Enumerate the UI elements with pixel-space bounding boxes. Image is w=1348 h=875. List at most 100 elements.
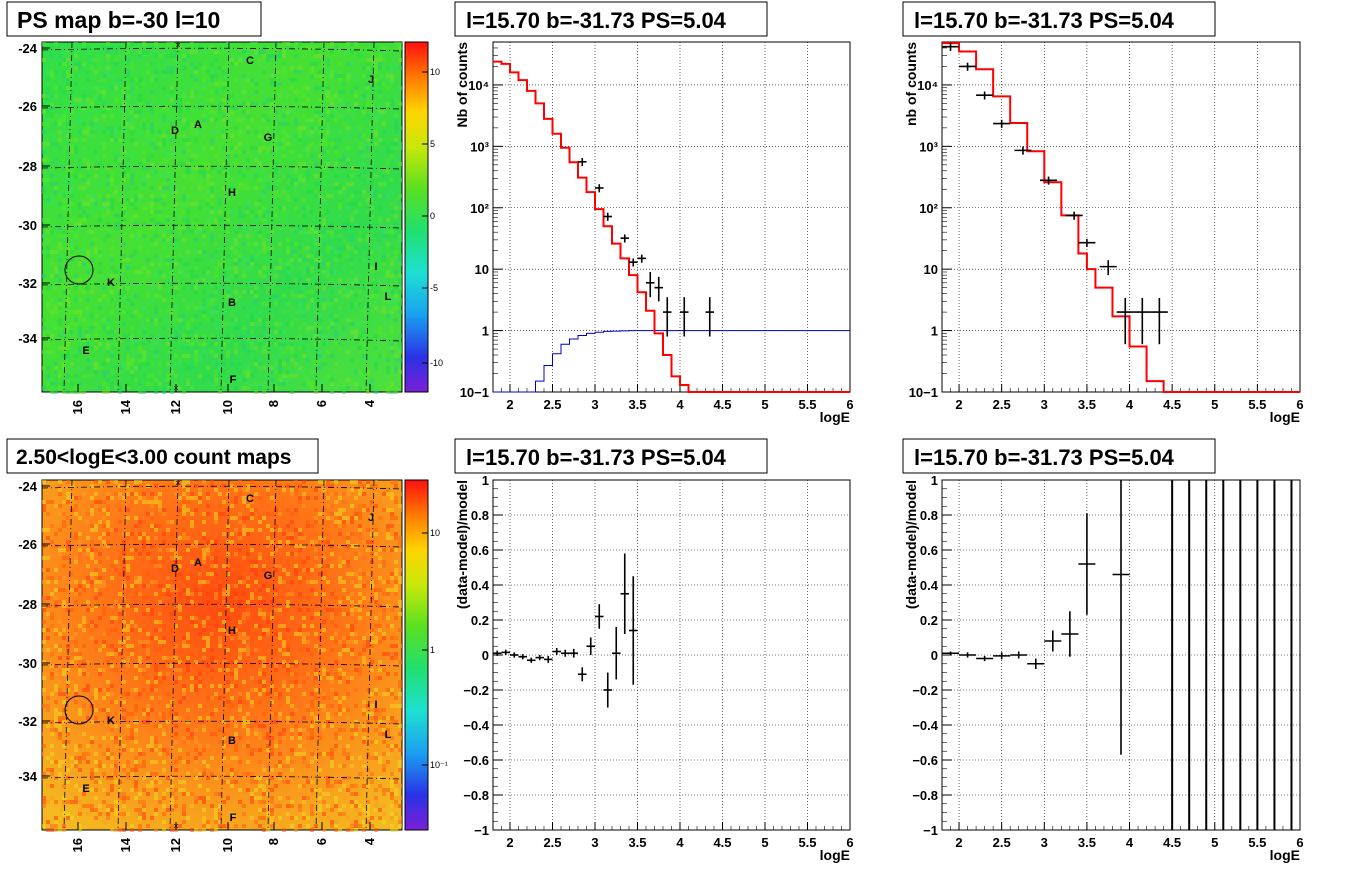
heatmap-cell — [346, 118, 350, 122]
heatmap-cell — [262, 584, 266, 588]
heatmap-cell — [210, 382, 214, 386]
heatmap-cell — [58, 214, 62, 218]
heatmap-cell — [250, 78, 254, 82]
heatmap-cell — [130, 628, 134, 632]
heatmap-cell — [86, 158, 90, 162]
heatmap-cell — [318, 130, 322, 134]
heatmap-cell — [158, 130, 162, 134]
heatmap-cell — [162, 768, 166, 772]
heatmap-cell — [254, 800, 258, 804]
heatmap-cell — [310, 130, 314, 134]
heatmap-cell — [134, 796, 138, 800]
heatmap-cell — [90, 134, 94, 138]
heatmap-cell — [378, 106, 382, 110]
heatmap-cell — [390, 214, 394, 218]
heatmap-cell — [178, 230, 182, 234]
heatmap-cell — [250, 354, 254, 358]
heatmap-cell — [362, 162, 366, 166]
heatmap-cell — [226, 492, 230, 496]
heatmap-cell — [270, 82, 274, 86]
heatmap-cell — [198, 672, 202, 676]
heatmap-cell — [186, 812, 190, 816]
heatmap-cell — [218, 792, 222, 796]
heatmap-cell — [150, 142, 154, 146]
heatmap-cell — [278, 50, 282, 54]
heatmap-cell — [302, 692, 306, 696]
heatmap-cell — [102, 130, 106, 134]
heatmap-cell — [310, 282, 314, 286]
heatmap-cell — [138, 824, 142, 828]
heatmap-cell — [378, 138, 382, 142]
heatmap-cell — [310, 62, 314, 66]
heatmap-cell — [162, 636, 166, 640]
heatmap-cell — [246, 772, 250, 776]
heatmap-cell — [98, 780, 102, 784]
heatmap-cell — [126, 604, 130, 608]
heatmap-cell — [138, 94, 142, 98]
heatmap-cell — [314, 190, 318, 194]
heatmap-cell — [218, 640, 222, 644]
heatmap-cell — [302, 314, 306, 318]
heatmap-cell — [86, 760, 90, 764]
heatmap-cell — [386, 102, 390, 106]
heatmap-cell — [194, 306, 198, 310]
heatmap-cell — [158, 210, 162, 214]
heatmap-cell — [82, 492, 86, 496]
heatmap-cell — [110, 246, 114, 250]
heatmap-cell — [50, 298, 54, 302]
heatmap-cell — [154, 294, 158, 298]
heatmap-cell — [262, 524, 266, 528]
heatmap-cell — [242, 632, 246, 636]
heatmap-cell — [202, 560, 206, 564]
heatmap-cell — [134, 170, 138, 174]
y-tick-label: -32 — [18, 276, 37, 291]
heatmap-cell — [314, 86, 318, 90]
heatmap-cell — [86, 254, 90, 258]
heatmap-cell — [82, 250, 86, 254]
heatmap-cell — [230, 266, 234, 270]
heatmap-cell — [198, 552, 202, 556]
heatmap-cell — [202, 628, 206, 632]
heatmap-cell — [294, 42, 298, 46]
heatmap-cell — [66, 290, 70, 294]
heatmap-cell — [226, 298, 230, 302]
heatmap-cell — [170, 338, 174, 342]
heatmap-cell — [178, 118, 182, 122]
heatmap-cell — [194, 796, 198, 800]
heatmap-cell — [122, 764, 126, 768]
heatmap-cell — [326, 302, 330, 306]
heatmap-cell — [214, 322, 218, 326]
heatmap-cell — [278, 338, 282, 342]
heatmap-cell — [154, 536, 158, 540]
heatmap-cell — [382, 230, 386, 234]
heatmap-cell — [222, 780, 226, 784]
heatmap-cell — [266, 612, 270, 616]
heatmap-cell — [182, 118, 186, 122]
heatmap-cell — [242, 242, 246, 246]
heatmap-cell — [154, 496, 158, 500]
heatmap-cell — [86, 310, 90, 314]
heatmap-cell — [142, 720, 146, 724]
heatmap-cell — [134, 596, 138, 600]
heatmap-cell — [270, 58, 274, 62]
heatmap-cell — [118, 572, 122, 576]
heatmap-cell — [214, 290, 218, 294]
heatmap-cell — [238, 258, 242, 262]
heatmap-cell — [102, 608, 106, 612]
heatmap-cell — [118, 286, 122, 290]
heatmap-cell — [314, 74, 318, 78]
heatmap-cell — [298, 484, 302, 488]
heatmap-cell — [194, 198, 198, 202]
heatmap-cell — [238, 520, 242, 524]
heatmap-cell — [82, 390, 86, 394]
heatmap-cell — [66, 206, 70, 210]
heatmap-cell — [298, 784, 302, 788]
heatmap-cell — [222, 186, 226, 190]
heatmap-cell — [54, 684, 58, 688]
heatmap-cell — [98, 66, 102, 70]
heatmap-cell — [346, 338, 350, 342]
heatmap-cell — [202, 480, 206, 484]
heatmap-cell — [122, 254, 126, 258]
heatmap-cell — [90, 86, 94, 90]
